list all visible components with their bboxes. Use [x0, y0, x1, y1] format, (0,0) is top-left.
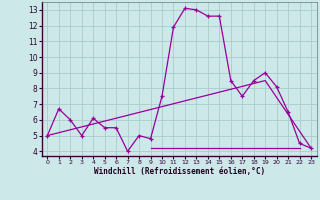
X-axis label: Windchill (Refroidissement éolien,°C): Windchill (Refroidissement éolien,°C) — [94, 167, 265, 176]
